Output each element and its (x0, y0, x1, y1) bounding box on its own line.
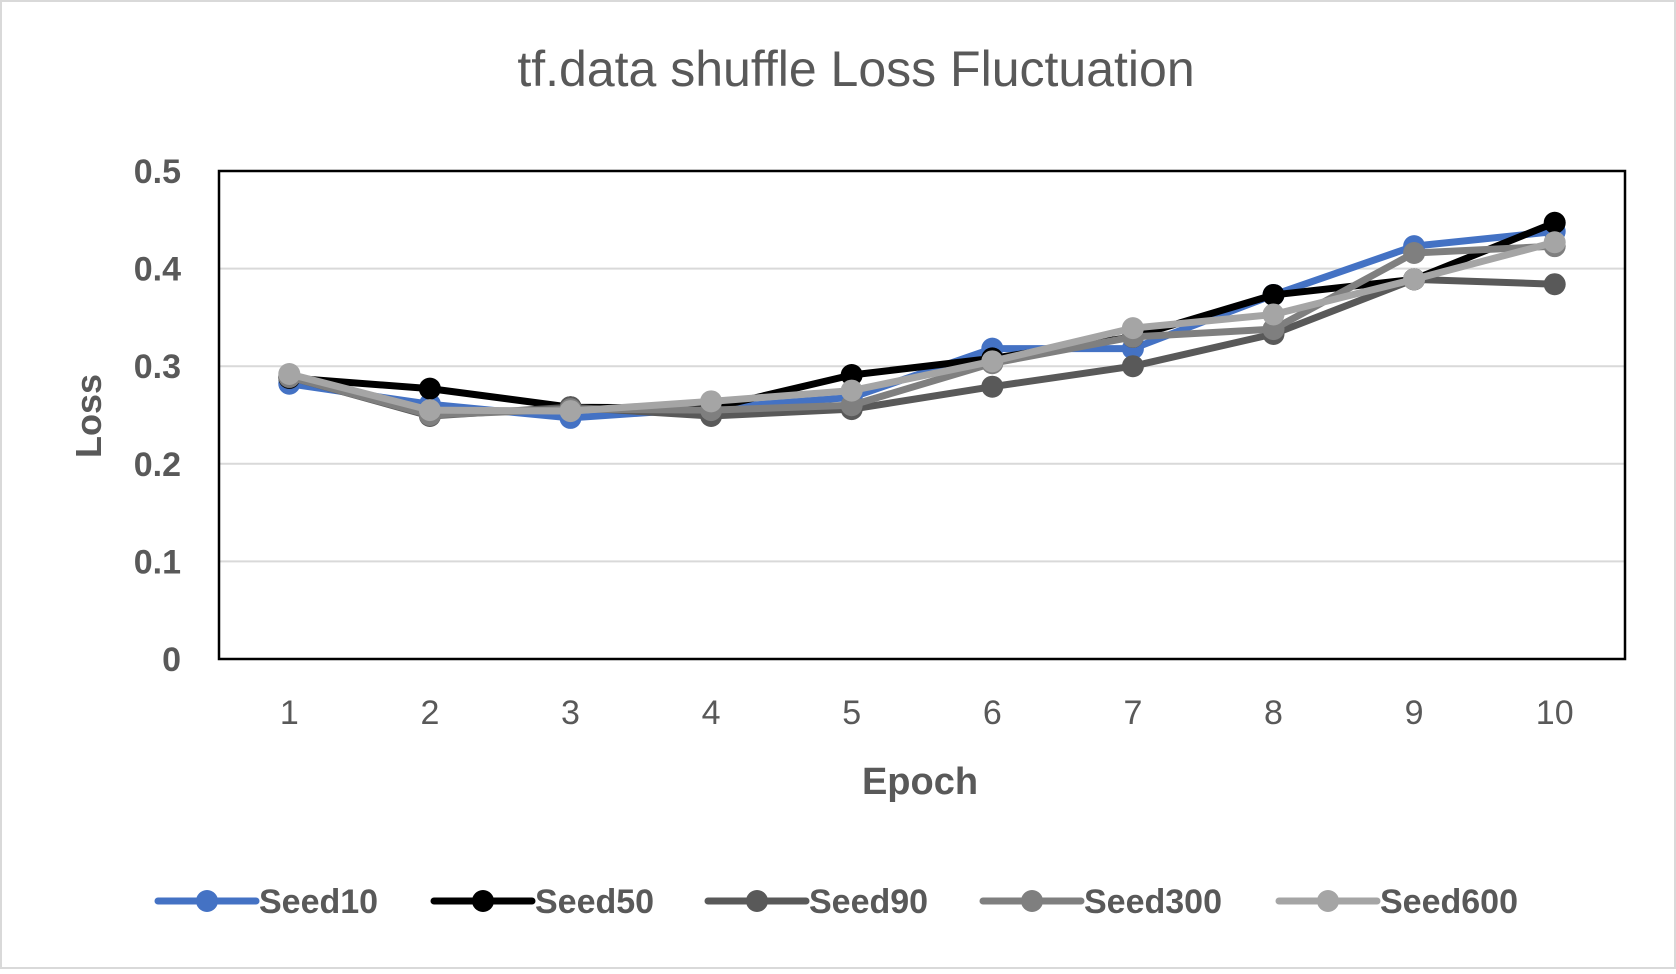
data-point (278, 363, 301, 386)
x-axis-label: Epoch (862, 761, 978, 803)
legend-item-seed50: Seed50 (430, 883, 654, 921)
legend-label: Seed300 (1084, 883, 1222, 921)
data-point (840, 379, 863, 402)
data-point (1403, 241, 1426, 264)
legend-item-seed300: Seed300 (979, 883, 1222, 921)
data-point (1543, 211, 1566, 234)
y-tick-label: 0 (162, 641, 181, 679)
legend: Seed10 Seed50 Seed90 Seed300 Seed600 (154, 883, 1518, 921)
data-point (1403, 268, 1426, 291)
x-tick-label: 3 (561, 694, 580, 732)
data-point (981, 350, 1004, 373)
x-tick-label: 4 (702, 694, 721, 732)
series-line (285, 238, 1559, 415)
legend-marker (1317, 890, 1339, 912)
data-point (700, 390, 723, 413)
legend-item-seed600: Seed600 (1275, 883, 1518, 921)
data-point (418, 377, 441, 400)
y-tick-label: 0.3 (134, 348, 181, 386)
x-tick-label: 10 (1536, 694, 1574, 732)
legend-item-seed10: Seed10 (154, 883, 378, 921)
series-lines (278, 211, 1566, 429)
x-tick-label: 1 (280, 694, 299, 732)
y-tick-label: 0.4 (134, 251, 181, 289)
legend-marker (746, 890, 768, 912)
data-point (418, 399, 441, 422)
y-tick-label: 0.5 (134, 153, 181, 191)
y-axis-ticks: 0 0.1 0.2 0.3 0.4 0.5 (134, 153, 181, 679)
data-point (1543, 231, 1566, 254)
data-point (559, 400, 582, 423)
x-tick-label: 9 (1405, 694, 1424, 732)
x-tick-label: 5 (842, 694, 861, 732)
data-point (840, 363, 863, 386)
y-axis-label: Loss (68, 374, 109, 458)
data-point (1121, 317, 1144, 340)
legend-item-seed90: Seed90 (704, 883, 928, 921)
data-point (1262, 283, 1285, 306)
legend-label: Seed90 (809, 883, 928, 921)
legend-label: Seed50 (535, 883, 654, 921)
y-tick-label: 0.1 (134, 543, 181, 581)
legend-marker (472, 890, 494, 912)
series-seed600 (278, 231, 1566, 423)
plot-area-frame (217, 169, 1627, 661)
data-point (1543, 273, 1566, 296)
data-point (1262, 303, 1285, 326)
data-point (981, 375, 1004, 398)
data-point (1121, 355, 1144, 378)
legend-marker (196, 890, 218, 912)
x-tick-label: 2 (420, 694, 439, 732)
chart-title: tf.data shuffle Loss Fluctuation (517, 41, 1194, 97)
y-tick-label: 0.2 (134, 446, 181, 484)
legend-label: Seed10 (259, 883, 378, 921)
x-axis-ticks: 1 2 3 4 5 6 7 8 9 10 (280, 694, 1574, 732)
legend-label: Seed600 (1380, 883, 1518, 921)
x-tick-label: 7 (1123, 694, 1142, 732)
x-tick-label: 8 (1264, 694, 1283, 732)
legend-marker (1021, 890, 1043, 912)
x-tick-label: 6 (983, 694, 1002, 732)
